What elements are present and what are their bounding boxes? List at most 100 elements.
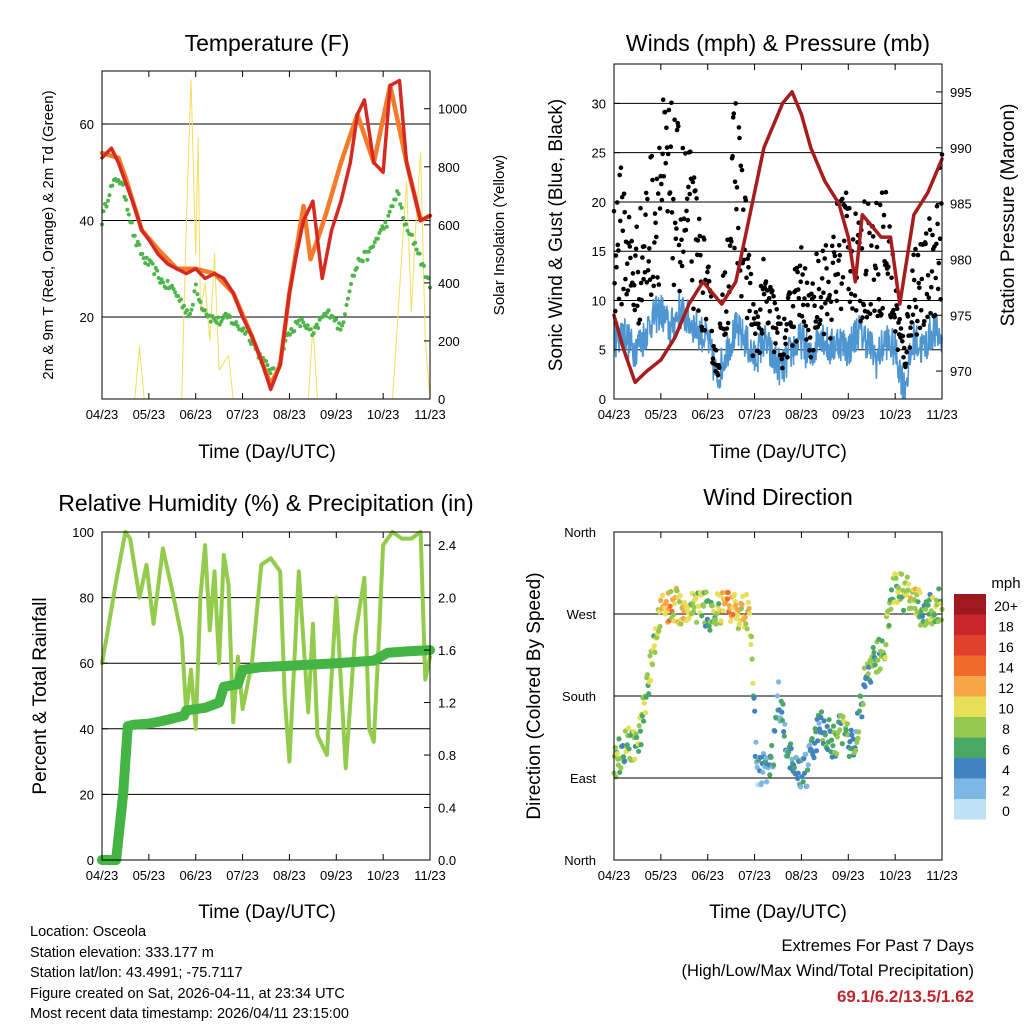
gust-point	[823, 243, 829, 248]
gust-point	[864, 314, 870, 320]
gust-point	[621, 191, 627, 197]
gust-point	[741, 257, 747, 263]
x-tick-label: 11/23	[414, 868, 446, 883]
direction-point	[641, 700, 647, 706]
gust-point	[643, 212, 648, 217]
gust-point	[906, 304, 912, 310]
direction-point	[617, 769, 623, 776]
dewpoint-point	[371, 244, 376, 249]
x-tick-label: 07/23	[226, 407, 259, 422]
colorbar-unit: mph	[991, 575, 1020, 592]
gust-point	[647, 246, 652, 251]
gust-point	[686, 184, 691, 190]
gust-point	[745, 256, 750, 262]
dewpoint-point	[116, 178, 121, 183]
gust-point	[864, 268, 869, 274]
dewpoint-point	[265, 363, 270, 368]
gust-point	[868, 302, 873, 307]
x-tick-label: 04/23	[598, 868, 631, 883]
direction-point	[803, 751, 809, 758]
dewpoint-point	[193, 282, 198, 287]
dewpoint-point	[143, 261, 148, 266]
gust-point	[635, 269, 641, 275]
gust-point	[726, 284, 732, 289]
colorbar-label: 14	[998, 660, 1014, 676]
gust-point	[806, 327, 811, 333]
direction-label: East	[570, 771, 596, 786]
gust-point	[651, 283, 656, 289]
dewpoint-point	[126, 212, 131, 217]
gust-point	[933, 275, 938, 281]
direction-point	[644, 672, 651, 678]
gust-point	[616, 248, 621, 253]
gust-point	[790, 343, 795, 348]
dewpoint-point	[316, 326, 321, 330]
gust-point	[639, 297, 645, 303]
gust-point	[913, 246, 918, 252]
gust-point	[904, 350, 909, 355]
gust-point	[618, 165, 624, 170]
dewpoint-point	[264, 359, 268, 364]
direction-point	[848, 727, 854, 733]
colorbar-label: 4	[1002, 762, 1010, 778]
dewpoint-point	[410, 232, 415, 237]
direction-point	[911, 596, 917, 603]
gust-point	[654, 176, 660, 182]
gust-point	[779, 356, 785, 362]
gust-point	[791, 324, 797, 330]
direction-point	[647, 653, 653, 659]
direction-point	[846, 753, 852, 760]
direction-point	[716, 601, 722, 607]
direction-point	[789, 756, 795, 762]
x-tick-label: 10/23	[367, 407, 400, 422]
dewpoint-point	[343, 312, 347, 317]
direction-point	[641, 718, 647, 724]
direction-point	[624, 742, 630, 748]
direction-point	[625, 725, 632, 731]
dewpoint-point	[296, 318, 301, 323]
gust-point	[799, 245, 804, 250]
gust-point	[934, 203, 940, 209]
direction-point	[626, 746, 632, 752]
gust-point	[750, 353, 756, 359]
gust-point	[696, 308, 701, 313]
gust-point	[701, 237, 707, 242]
x-tick-label: 08/23	[273, 868, 306, 883]
direction-point	[774, 715, 780, 721]
gust-point	[734, 206, 739, 212]
gust-point	[756, 321, 761, 327]
gust-point	[747, 280, 753, 286]
gust-point	[921, 322, 926, 328]
direction-point	[612, 744, 618, 750]
winds-title: Winds (mph) & Pressure (mb)	[626, 30, 930, 56]
gust-point	[889, 275, 894, 281]
gust-point	[702, 328, 708, 333]
gust-point	[732, 179, 738, 185]
gust-point	[850, 306, 855, 311]
direction-point	[748, 641, 754, 648]
x-tick-label: 05/23	[645, 407, 678, 422]
direction-point	[830, 723, 837, 729]
dewpoint-point	[164, 286, 169, 290]
direction-point	[642, 710, 649, 716]
extremes-subtitle: (High/Low/Max Wind/Total Precipitation)	[681, 962, 974, 980]
gust-point	[622, 210, 627, 215]
speed-colorbar: 20+ 18 16 14 12 10 8 6 4 2 0	[954, 594, 1018, 820]
direction-point	[861, 665, 868, 671]
x-tick-label: 05/23	[133, 868, 166, 883]
dewpoint-point	[386, 213, 391, 218]
gust-point	[877, 202, 883, 208]
gust-point	[700, 290, 706, 296]
dewpoint-point	[150, 261, 155, 266]
dewpoint-point	[393, 197, 398, 202]
gust-point	[662, 109, 668, 115]
gust-point	[669, 100, 674, 106]
direction-point	[678, 621, 684, 627]
direction-point	[638, 742, 644, 748]
gust-point	[614, 264, 619, 270]
direction-point	[839, 741, 845, 747]
gust-point	[807, 335, 813, 340]
dewpoint-point	[144, 255, 149, 260]
direction-point	[690, 609, 697, 615]
gust-point	[691, 306, 696, 312]
